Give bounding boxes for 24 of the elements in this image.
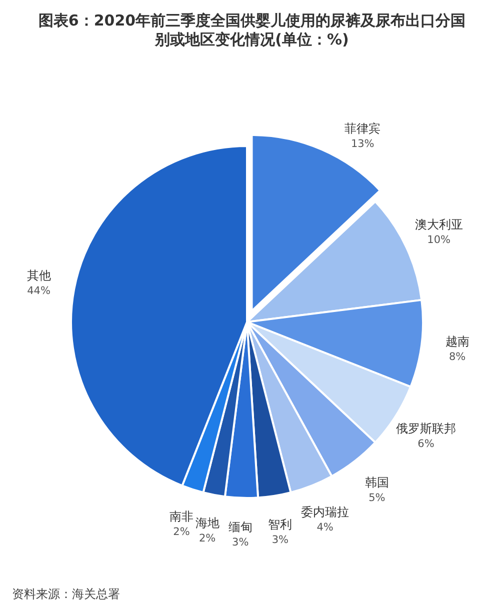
data-label: 10% xyxy=(427,234,451,246)
data-label: 3% xyxy=(232,536,249,548)
slice-label: 智利 xyxy=(268,517,292,532)
slice-label: 澳大利亚 xyxy=(414,218,463,232)
chart-title: 图表6：2020年前三季度全国供婴儿使用的尿裤及尿布出口分国别或地区变化情况(单位：%) xyxy=(38,12,466,48)
slice-label: 其他 xyxy=(26,268,51,282)
data-label: 5% xyxy=(368,492,386,504)
text: 资料来源：海关总署 xyxy=(12,587,120,601)
slice-label: 南非 xyxy=(169,510,194,524)
slice-label: 海地 xyxy=(195,516,220,530)
slice-label: 缅甸 xyxy=(228,520,252,534)
data-label: 2% xyxy=(198,532,216,545)
data-label: 8% xyxy=(448,351,466,364)
data-label: 2% xyxy=(173,526,190,538)
slice-label: 委内瑞拉 xyxy=(301,505,350,520)
data-label: 3% xyxy=(272,534,289,546)
data-label: 13% xyxy=(350,138,374,150)
slice-label: 菲律宾 xyxy=(344,122,381,136)
slice-label: 俄罗斯联邦 xyxy=(396,422,456,436)
data-label: 44% xyxy=(27,284,50,297)
slice-label: 越南 xyxy=(445,334,470,349)
slice-label: 韩国 xyxy=(364,476,389,490)
data-label: 6% xyxy=(418,438,434,450)
data-label: 4% xyxy=(316,522,334,534)
